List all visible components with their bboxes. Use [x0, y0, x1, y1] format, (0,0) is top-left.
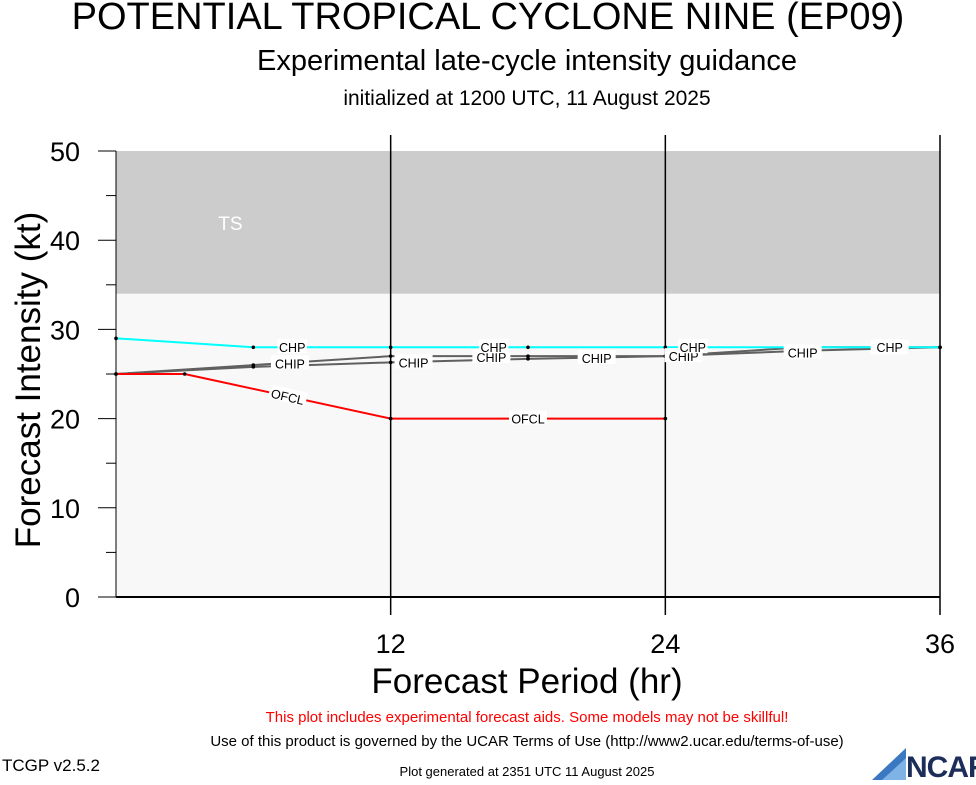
series-label-bg [270, 355, 309, 370]
series-label-chp: CHP [876, 341, 902, 355]
series-label-bg [478, 339, 509, 354]
series-label-bg [394, 354, 433, 369]
x-axis-label: Forecast Period (hr) [371, 662, 683, 701]
x-tick-label: 36 [925, 629, 955, 659]
y-tick-label: 40 [50, 226, 80, 256]
terms-of-use-text: Use of this product is governed by the U… [210, 733, 844, 750]
series-label-bg [509, 410, 547, 425]
data-point-ofcl [182, 372, 187, 376]
series-label-bg [783, 344, 822, 359]
data-point-ofcl [388, 416, 393, 421]
series-label-ofcl: OFCL [511, 413, 544, 427]
series-label-chp: CHP [680, 341, 706, 355]
y-tick-label: 30 [50, 315, 80, 345]
ticks-layer: 0 10 20 30 40 50 12 24 36 [50, 135, 955, 659]
disclaimer-text: This plot includes experimental forecast… [265, 709, 789, 726]
series-label-chip: CHIP [582, 352, 612, 366]
series-label-bg [678, 339, 708, 354]
data-point-chp [388, 345, 393, 350]
generated-timestamp: Plot generated at 2351 UTC 11 August 202… [399, 764, 655, 779]
data-point-chp [938, 345, 942, 350]
data-point-chp [251, 345, 256, 350]
chart-title: POTENTIAL TROPICAL CYCLONE NINE (EP09) [71, 0, 905, 38]
sub-ts-region [116, 293, 940, 597]
ts-region-label: TS [218, 214, 242, 235]
chart-subtitle: Experimental late-cycle intensity guidan… [257, 45, 797, 77]
series-label-chp: CHP [279, 341, 305, 355]
data-point-chip [526, 354, 530, 358]
data-point-chip [526, 357, 530, 361]
series-label-bg [267, 384, 308, 407]
series-label-chip: CHIP [275, 357, 305, 371]
version-text: TCGP v2.5.2 [2, 756, 100, 775]
data-point-chp [114, 336, 118, 341]
data-point-chip [388, 354, 393, 358]
data-point-ofcl [114, 372, 118, 376]
ncar-logo-text: NCAR [906, 751, 976, 784]
background-layer: TS [116, 151, 940, 597]
series-label-chip: CHIP [669, 350, 699, 364]
ts-region-band [116, 151, 940, 294]
series-label-chip: CHIP [399, 356, 429, 370]
series-label-bg [874, 339, 905, 354]
data-point-chp [663, 345, 668, 350]
y-tick-label: 10 [50, 494, 80, 524]
data-point-chip [251, 363, 256, 367]
labels-layer: CHIPCHIPCHIPCHIPCHIPCHIPCHIPCHPCHPCHPCHP… [267, 339, 909, 427]
initialization-time: initialized at 1200 UTC, 11 August 2025 [343, 87, 711, 110]
series-label-chip: CHIP [476, 351, 506, 365]
series-label-bg [577, 349, 616, 364]
ncar-logo-icon [872, 748, 906, 780]
data-point-ofcl [663, 416, 668, 421]
series-label-bg [277, 339, 307, 354]
y-axis-label: Forecast Intensity (kt) [9, 211, 48, 549]
y-tick-label: 50 [50, 137, 80, 167]
x-tick-label: 24 [650, 629, 680, 659]
series-label-chip: CHIP [788, 347, 818, 361]
series-label-chp: CHP [480, 341, 506, 355]
y-tick-label: 20 [50, 405, 80, 435]
data-point-chip [388, 360, 393, 365]
x-tick-label: 12 [376, 629, 406, 659]
data-point-chp [526, 345, 530, 350]
y-tick-label: 0 [65, 583, 80, 613]
